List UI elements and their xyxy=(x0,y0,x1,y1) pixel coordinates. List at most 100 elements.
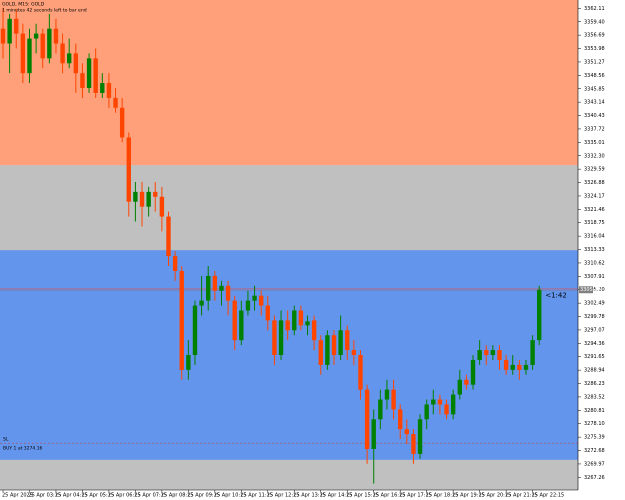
chart-title: GOLD, M15: GOLD xyxy=(2,2,45,8)
y-tick-label: 3307.91 xyxy=(584,274,605,280)
candle-body xyxy=(292,310,297,331)
candle-body xyxy=(40,33,45,59)
candle-body xyxy=(47,28,52,59)
y-tick-label: 3337.72 xyxy=(584,126,605,132)
candle-body xyxy=(106,83,112,98)
candle-body xyxy=(311,320,317,341)
price-zone xyxy=(0,0,578,166)
candle-body xyxy=(172,256,178,271)
candle-body xyxy=(252,295,257,301)
y-tick-label: 3288.94 xyxy=(584,368,605,374)
y-tick-label: 3321.46 xyxy=(584,207,605,213)
candle-body xyxy=(67,53,72,64)
candle-body xyxy=(530,340,535,365)
y-tick-label: 3272.68 xyxy=(584,448,605,454)
candle-body xyxy=(404,429,410,435)
candle-body xyxy=(258,295,264,306)
x-tick-label: 25 Apr 15:15 xyxy=(346,493,379,499)
candle-body xyxy=(497,350,502,360)
y-tick-label: 3343.14 xyxy=(584,100,605,106)
candle-body xyxy=(14,18,19,34)
candle-body xyxy=(239,310,244,341)
candle-body xyxy=(93,58,98,93)
y-tick-label: 3278.10 xyxy=(584,421,605,427)
candle-body xyxy=(53,28,59,44)
candle-body xyxy=(199,300,204,306)
y-tick-label: 3353.98 xyxy=(584,46,605,52)
candle-body xyxy=(378,399,383,420)
candle-body xyxy=(523,364,529,370)
candle-body xyxy=(384,389,390,400)
candle-body xyxy=(245,300,251,311)
candle-body xyxy=(126,137,131,202)
candle-body xyxy=(265,305,270,321)
candle-body xyxy=(424,404,429,420)
candle-body xyxy=(318,340,323,365)
price-axis-area xyxy=(578,0,625,500)
y-tick-label: 3297.07 xyxy=(584,327,605,333)
candle-body xyxy=(219,285,224,291)
y-tick-label: 3269.97 xyxy=(584,461,605,467)
candle-body xyxy=(272,320,277,356)
y-tick-label: 3318.75 xyxy=(584,220,605,226)
x-tick-label: 25 Apr 12:15 xyxy=(267,493,300,499)
x-tick-label: 25 Apr 10:15 xyxy=(214,493,247,499)
x-tick-label: 25 Apr 17:15 xyxy=(399,493,432,499)
x-tick-label: 25 Apr 18:15 xyxy=(426,493,459,499)
x-tick-label: 25 Apr 21:15 xyxy=(505,493,538,499)
candle-body xyxy=(537,289,542,341)
candle-body xyxy=(20,33,26,74)
candle-body xyxy=(133,191,138,202)
candle-body xyxy=(431,399,436,405)
candle-body xyxy=(232,300,237,341)
x-tick-label: 25 Apr 04:15 xyxy=(55,493,88,499)
x-tick-label: 25 Apr 07:15 xyxy=(134,493,167,499)
candle-body xyxy=(100,83,105,93)
candle-body xyxy=(484,350,489,356)
candle-body xyxy=(331,335,337,356)
candle-body xyxy=(411,434,416,454)
candle-body xyxy=(325,335,330,365)
candle-body xyxy=(212,275,218,291)
candle-body xyxy=(444,404,449,415)
y-tick-label: 3345.85 xyxy=(584,86,605,92)
x-tick-label: 25 Apr 19:15 xyxy=(452,493,485,499)
candle-body xyxy=(358,355,363,390)
candle-body xyxy=(60,43,65,64)
candle-body xyxy=(345,330,350,351)
candle-body xyxy=(477,350,482,360)
y-tick-label: 3283.52 xyxy=(584,394,605,400)
time-axis-area xyxy=(0,490,625,500)
x-tick-label: 25 Apr 09:15 xyxy=(187,493,220,499)
candle-body xyxy=(166,216,171,257)
candle-body xyxy=(285,320,290,331)
x-tick-label: 25 Apr 08:15 xyxy=(161,493,194,499)
y-tick-label: 3340.43 xyxy=(584,113,605,119)
y-tick-label: 3329.59 xyxy=(584,167,605,173)
candle-body xyxy=(80,73,85,89)
candle-body xyxy=(139,191,145,207)
price-label-box xyxy=(579,286,593,294)
candle-body xyxy=(490,350,496,356)
candle-body xyxy=(159,196,165,217)
candle-body xyxy=(119,107,125,138)
y-tick-label: 3335.01 xyxy=(584,140,605,146)
candle-body xyxy=(437,399,443,405)
candle-body xyxy=(0,28,6,44)
candle-body xyxy=(7,18,12,44)
y-tick-label: 3362.11 xyxy=(584,6,605,12)
candle-body xyxy=(338,330,343,356)
y-tick-label: 3332.30 xyxy=(584,153,605,159)
candle-body xyxy=(73,53,79,74)
candle-body xyxy=(33,33,39,39)
candle-body xyxy=(517,364,522,370)
candle-body xyxy=(510,364,515,370)
candle-body xyxy=(192,305,198,356)
candle-body xyxy=(470,359,476,385)
y-tick-label: 3313.33 xyxy=(584,247,605,253)
candle-body xyxy=(179,270,184,370)
countdown: <1:42 xyxy=(545,292,567,300)
x-tick-label: 25 Apr 14:15 xyxy=(320,493,353,499)
candle-body xyxy=(351,350,357,356)
candle-body xyxy=(371,419,376,449)
